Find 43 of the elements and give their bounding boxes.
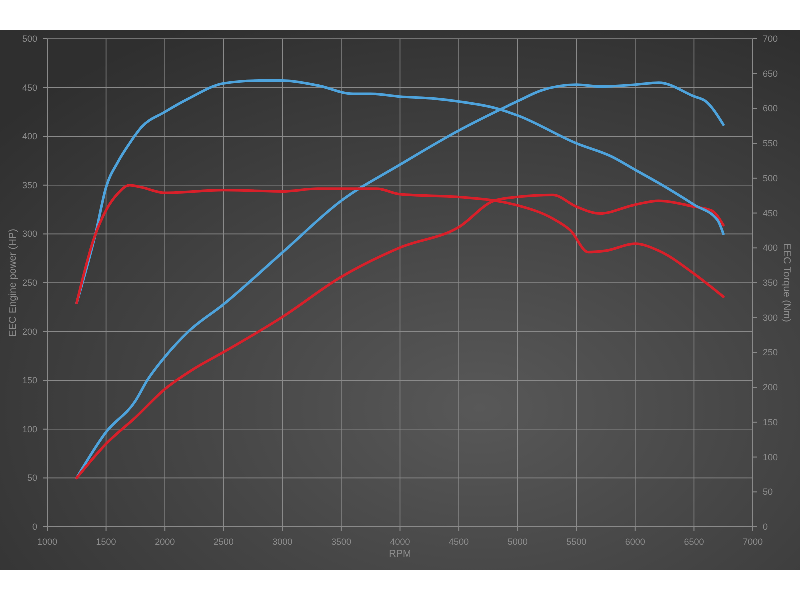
y2-tick-label: 50 [763,487,774,498]
y-axis-title: EEC Engine power (HP) [8,229,19,337]
y-tick-label: 100 [22,424,38,434]
line-series [76,82,725,480]
x-axis-title: RPM [389,549,412,560]
y2-tick-label: 100 [763,452,778,462]
y-tick-label: 250 [22,278,38,288]
y-tick-label: 450 [22,82,38,93]
x-tick-label: 1000 [37,537,58,547]
y-tick-label: 350 [22,180,38,190]
y2-tick-label: 400 [763,243,778,254]
y-tick-label: 500 [22,34,38,44]
y-tick-label: 400 [22,132,38,142]
y2-tick-label: 500 [763,173,778,184]
y2-axis-title: EEC Torque (Nm) [781,244,792,322]
x-tick-label: 6000 [625,537,646,547]
x-tick-label: 5500 [566,537,587,547]
y2-tick-label: 0 [763,522,768,532]
x-tick-label: 3000 [272,537,293,547]
x-tick-label: 4000 [390,537,410,547]
x-tick-label: 2500 [214,537,234,547]
y2-tick-label: 600 [763,104,778,114]
x-tick-label: 3500 [331,537,352,547]
x-tick-label: 4500 [449,537,470,547]
y2-tick-label: 450 [763,208,778,218]
y-tick-label: 200 [22,326,38,337]
x-tick-label: 2000 [155,537,176,547]
y2-tick-label: 700 [763,34,778,44]
y-tick-label: 0 [32,522,38,532]
y2-tick-label: 350 [763,278,778,288]
x-tick-label: 5000 [508,537,528,547]
y2-tick-label: 250 [763,348,778,358]
y2-tick-label: 200 [763,382,778,393]
y2-tick-label: 650 [763,68,778,79]
y2-tick-label: 550 [763,138,778,149]
y-tick-label: 150 [22,376,38,386]
y-tick-label: 300 [22,229,38,240]
y-tick-label: 50 [27,473,38,484]
x-tick-label: 7000 [742,537,764,547]
y2-tick-label: 150 [763,417,778,428]
x-tick-label: 1500 [96,537,116,547]
x-tick-label: 6500 [684,537,704,547]
y2-tick-label: 300 [763,312,778,323]
